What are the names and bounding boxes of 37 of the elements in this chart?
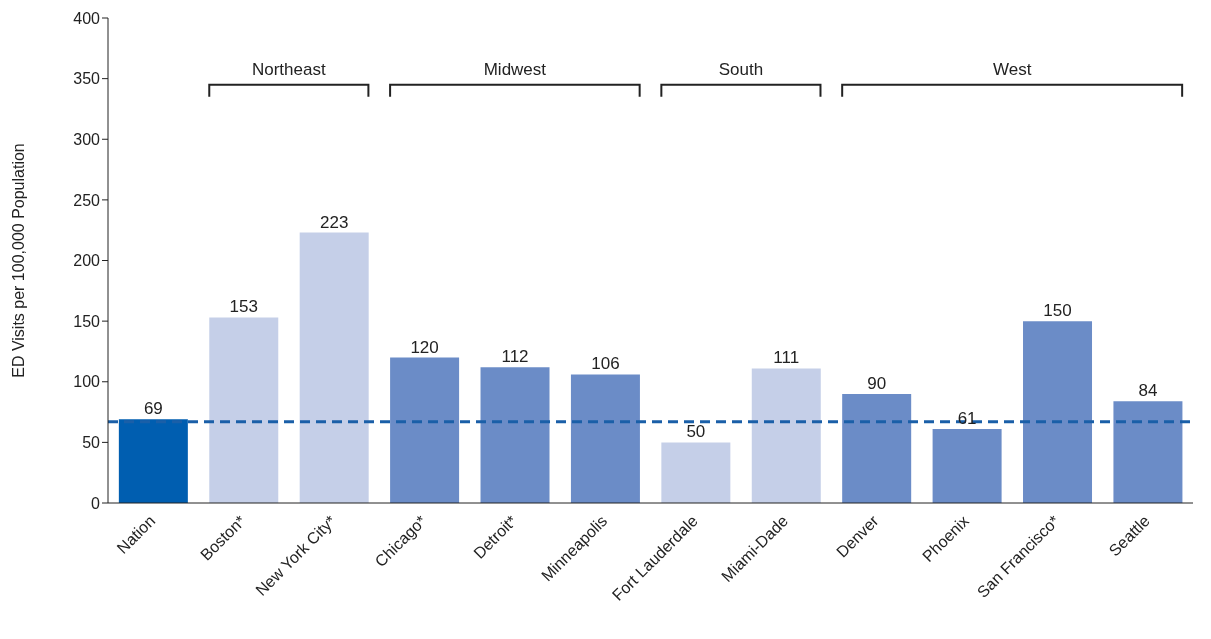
y-tick-label: 50 <box>82 434 101 452</box>
bar <box>751 368 821 503</box>
data-label: 120 <box>410 337 439 357</box>
bar <box>842 393 912 503</box>
bar <box>209 317 279 503</box>
annotation: South <box>718 59 764 79</box>
data-label: 90 <box>867 373 887 393</box>
bar <box>480 367 550 503</box>
annotation: West <box>992 59 1032 79</box>
data-label: 69 <box>143 399 163 419</box>
y-tick-label: 100 <box>73 373 101 391</box>
data-label: 50 <box>686 422 706 442</box>
y-tick-label: 0 <box>91 494 101 512</box>
y-tick-label: 250 <box>73 191 101 209</box>
y-tick-label: 200 <box>73 252 101 270</box>
data-label: 84 <box>1138 381 1158 401</box>
data-label: 153 <box>229 297 258 317</box>
y-tick-label: 300 <box>73 130 101 148</box>
data-label: 150 <box>1043 301 1072 321</box>
bar <box>661 442 731 503</box>
bar <box>390 357 460 503</box>
bar <box>1023 321 1093 503</box>
y-tick-label: 350 <box>73 70 101 88</box>
bar <box>1113 401 1183 503</box>
bar <box>932 429 1002 503</box>
data-label: 111 <box>773 348 800 368</box>
bar <box>118 419 188 503</box>
data-label: 106 <box>591 354 620 374</box>
bar <box>299 232 369 503</box>
y-axis-title: ED Visits per 100,000 Population <box>9 143 27 378</box>
data-label: 112 <box>501 347 529 367</box>
bar <box>570 374 640 503</box>
y-tick-label: 150 <box>73 312 101 330</box>
annotation: Midwest <box>483 59 547 79</box>
y-tick-label: 400 <box>73 9 101 27</box>
annotation: Northeast <box>251 59 326 79</box>
data-label: 223 <box>320 212 349 232</box>
